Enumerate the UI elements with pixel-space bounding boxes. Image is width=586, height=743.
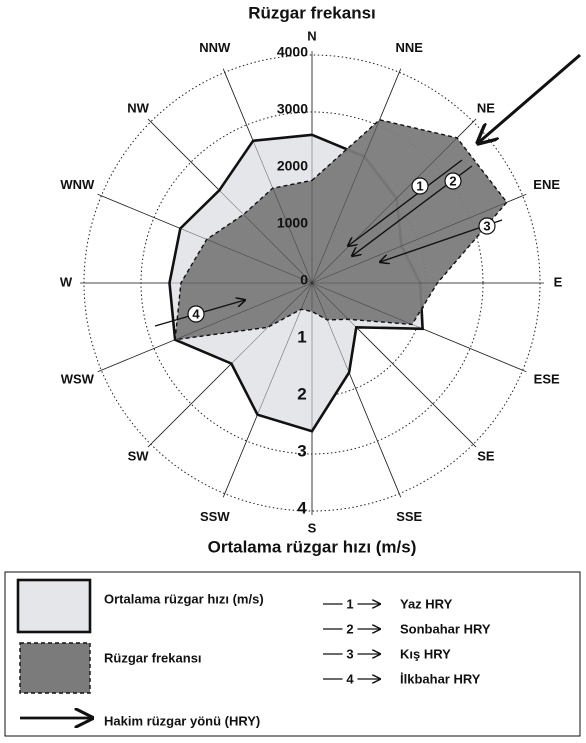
legend-label: Kış HRY bbox=[400, 646, 451, 661]
spoke bbox=[150, 121, 313, 284]
arrow-badge bbox=[342, 646, 358, 662]
arrow-badge bbox=[342, 596, 358, 612]
arrow-label: 3 bbox=[346, 646, 353, 661]
arrow-badge bbox=[187, 305, 205, 323]
spoke bbox=[311, 195, 523, 284]
legend: Ortalama rüzgar hızı (m/s) Rüzgar frekans… bbox=[4, 571, 581, 737]
spoke bbox=[224, 282, 313, 494]
direction-label: ESE bbox=[534, 372, 560, 387]
spoke bbox=[311, 282, 474, 445]
arrow-badge bbox=[411, 177, 429, 195]
direction-label: SSW bbox=[200, 509, 230, 524]
spoke bbox=[311, 121, 474, 284]
spoke bbox=[224, 72, 313, 284]
spoke bbox=[311, 282, 400, 494]
arrow-badge bbox=[444, 172, 462, 190]
direction-label: NNE bbox=[395, 40, 423, 55]
direction-label: WNW bbox=[60, 177, 95, 192]
direction-label: SSE bbox=[396, 509, 422, 524]
legend-swatch bbox=[19, 642, 91, 694]
direction-label: SE bbox=[477, 448, 495, 463]
spoke bbox=[101, 282, 313, 371]
direction-label: WSW bbox=[61, 372, 95, 387]
direction-label: NW bbox=[127, 100, 149, 115]
legend-label: Yaz HRY bbox=[400, 596, 453, 611]
legend-swatch bbox=[16, 578, 92, 634]
direction-label: NNW bbox=[199, 40, 231, 55]
r2-tick-label: 4 bbox=[297, 498, 307, 517]
arrow-label: 2 bbox=[346, 621, 353, 636]
direction-label: ENE bbox=[533, 177, 560, 192]
spoke bbox=[311, 282, 523, 371]
r-tick-label: 2000 bbox=[277, 158, 308, 174]
arrow-badge bbox=[342, 621, 358, 637]
spoke bbox=[311, 72, 400, 284]
direction-label: N bbox=[307, 28, 316, 43]
season-arrow bbox=[348, 159, 463, 246]
arrow-badge bbox=[342, 671, 358, 687]
r2-tick-label: 3 bbox=[297, 441, 306, 460]
legend-label: Ortalama rüzgar hızı (m/s) bbox=[104, 591, 264, 606]
r-tick-label: 1000 bbox=[277, 215, 308, 231]
legend-box bbox=[4, 571, 581, 737]
r-tick-label: 4000 bbox=[277, 44, 308, 60]
legend-label: İlkbahar HRY bbox=[400, 671, 481, 686]
r2-tick-label: 2 bbox=[297, 384, 306, 403]
dominant-arrow bbox=[478, 53, 581, 143]
chart-title: Rüzgar frekansı bbox=[248, 3, 376, 22]
arrow-label: 1 bbox=[416, 178, 423, 193]
spoke bbox=[150, 282, 313, 445]
direction-label: SW bbox=[128, 448, 150, 463]
arrow-badge bbox=[478, 217, 496, 235]
arrow-label: 4 bbox=[346, 671, 354, 686]
direction-label: E bbox=[554, 274, 563, 289]
arrow-label: 4 bbox=[192, 306, 200, 321]
spoke bbox=[101, 195, 313, 284]
axis-title: Ortalama rüzgar hızı (m/s) bbox=[208, 537, 417, 556]
legend-label: Rüzgar frekansı bbox=[104, 650, 202, 665]
direction-label: S bbox=[308, 520, 317, 535]
series-area bbox=[174, 119, 508, 341]
legend-label: Sonbahar HRY bbox=[400, 621, 491, 636]
legend-label: Hakim rüzgar yönü (HRY) bbox=[104, 713, 260, 728]
direction-label: W bbox=[60, 274, 73, 289]
direction-label: NE bbox=[477, 100, 495, 115]
r-tick-label: 0 bbox=[300, 272, 308, 288]
arrow-label: 2 bbox=[449, 173, 456, 188]
r2-tick-label: 1 bbox=[297, 327, 306, 346]
arrow-label: 1 bbox=[346, 596, 353, 611]
r-tick-label: 3000 bbox=[277, 101, 308, 117]
arrow-label: 3 bbox=[483, 218, 490, 233]
